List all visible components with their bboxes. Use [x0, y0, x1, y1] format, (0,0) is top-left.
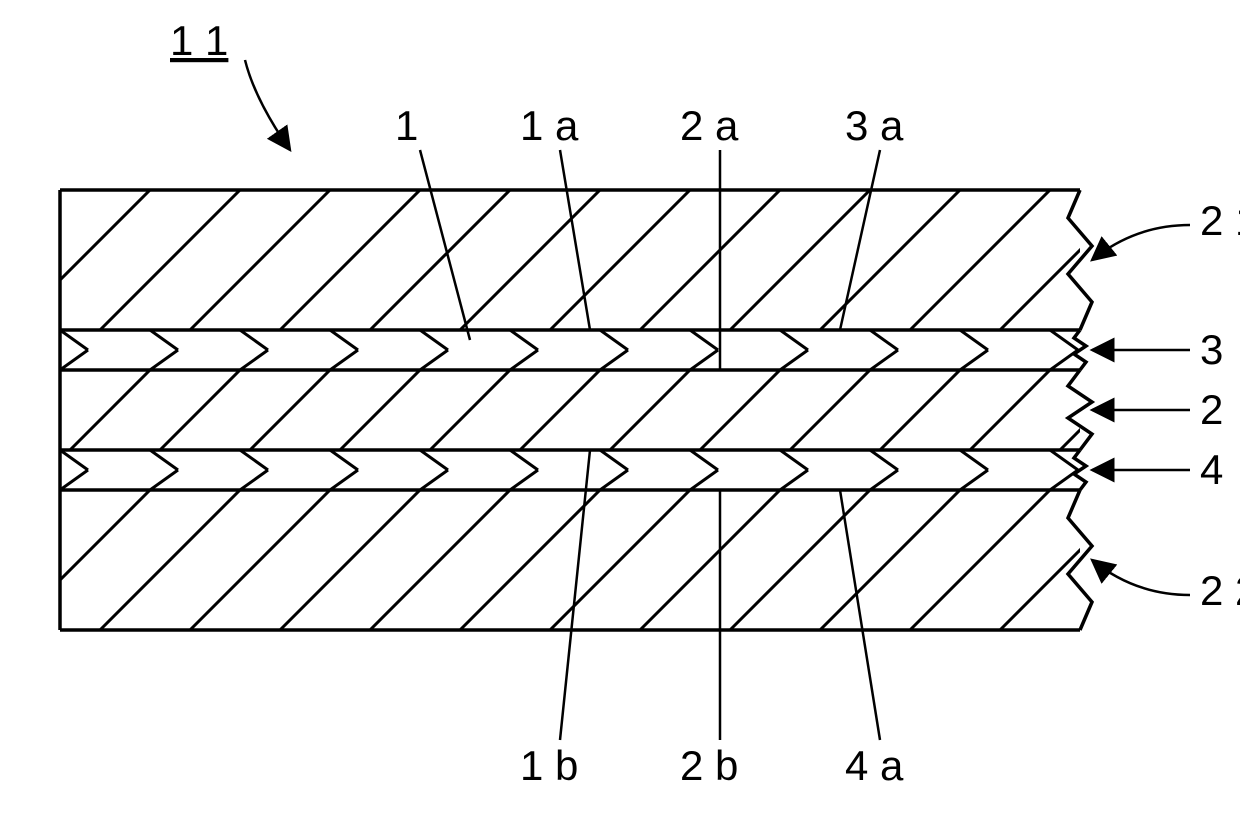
labels-group: 1 1 1 1 a 2 a 3 a 1 b 2 b 4 a 2 1 3 2 4 2 2 — [170, 17, 1240, 789]
label-11: 1 1 — [170, 17, 228, 64]
layer-3-hatch — [0, 330, 1168, 370]
label-3: 3 — [1200, 326, 1223, 373]
label-2: 2 — [1200, 386, 1223, 433]
layer-21-hatch — [0, 190, 1230, 330]
label-4: 4 — [1200, 446, 1223, 493]
label-21: 2 1 — [1200, 197, 1240, 244]
leader-lines — [245, 60, 1190, 740]
label-2b: 2 b — [680, 742, 738, 789]
label-2a: 2 a — [680, 102, 739, 149]
layer-22-hatch — [0, 490, 1230, 630]
layer-4-hatch — [0, 450, 1168, 490]
label-1: 1 — [395, 102, 418, 149]
label-22: 2 2 — [1200, 567, 1240, 614]
stack-outline — [60, 190, 1092, 630]
label-4a: 4 a — [845, 742, 904, 789]
label-1b: 1 b — [520, 742, 578, 789]
interface-lines — [60, 330, 1080, 490]
label-1a: 1 a — [520, 102, 579, 149]
label-3a: 3 a — [845, 102, 904, 149]
layer-2-hatch — [0, 370, 1230, 450]
